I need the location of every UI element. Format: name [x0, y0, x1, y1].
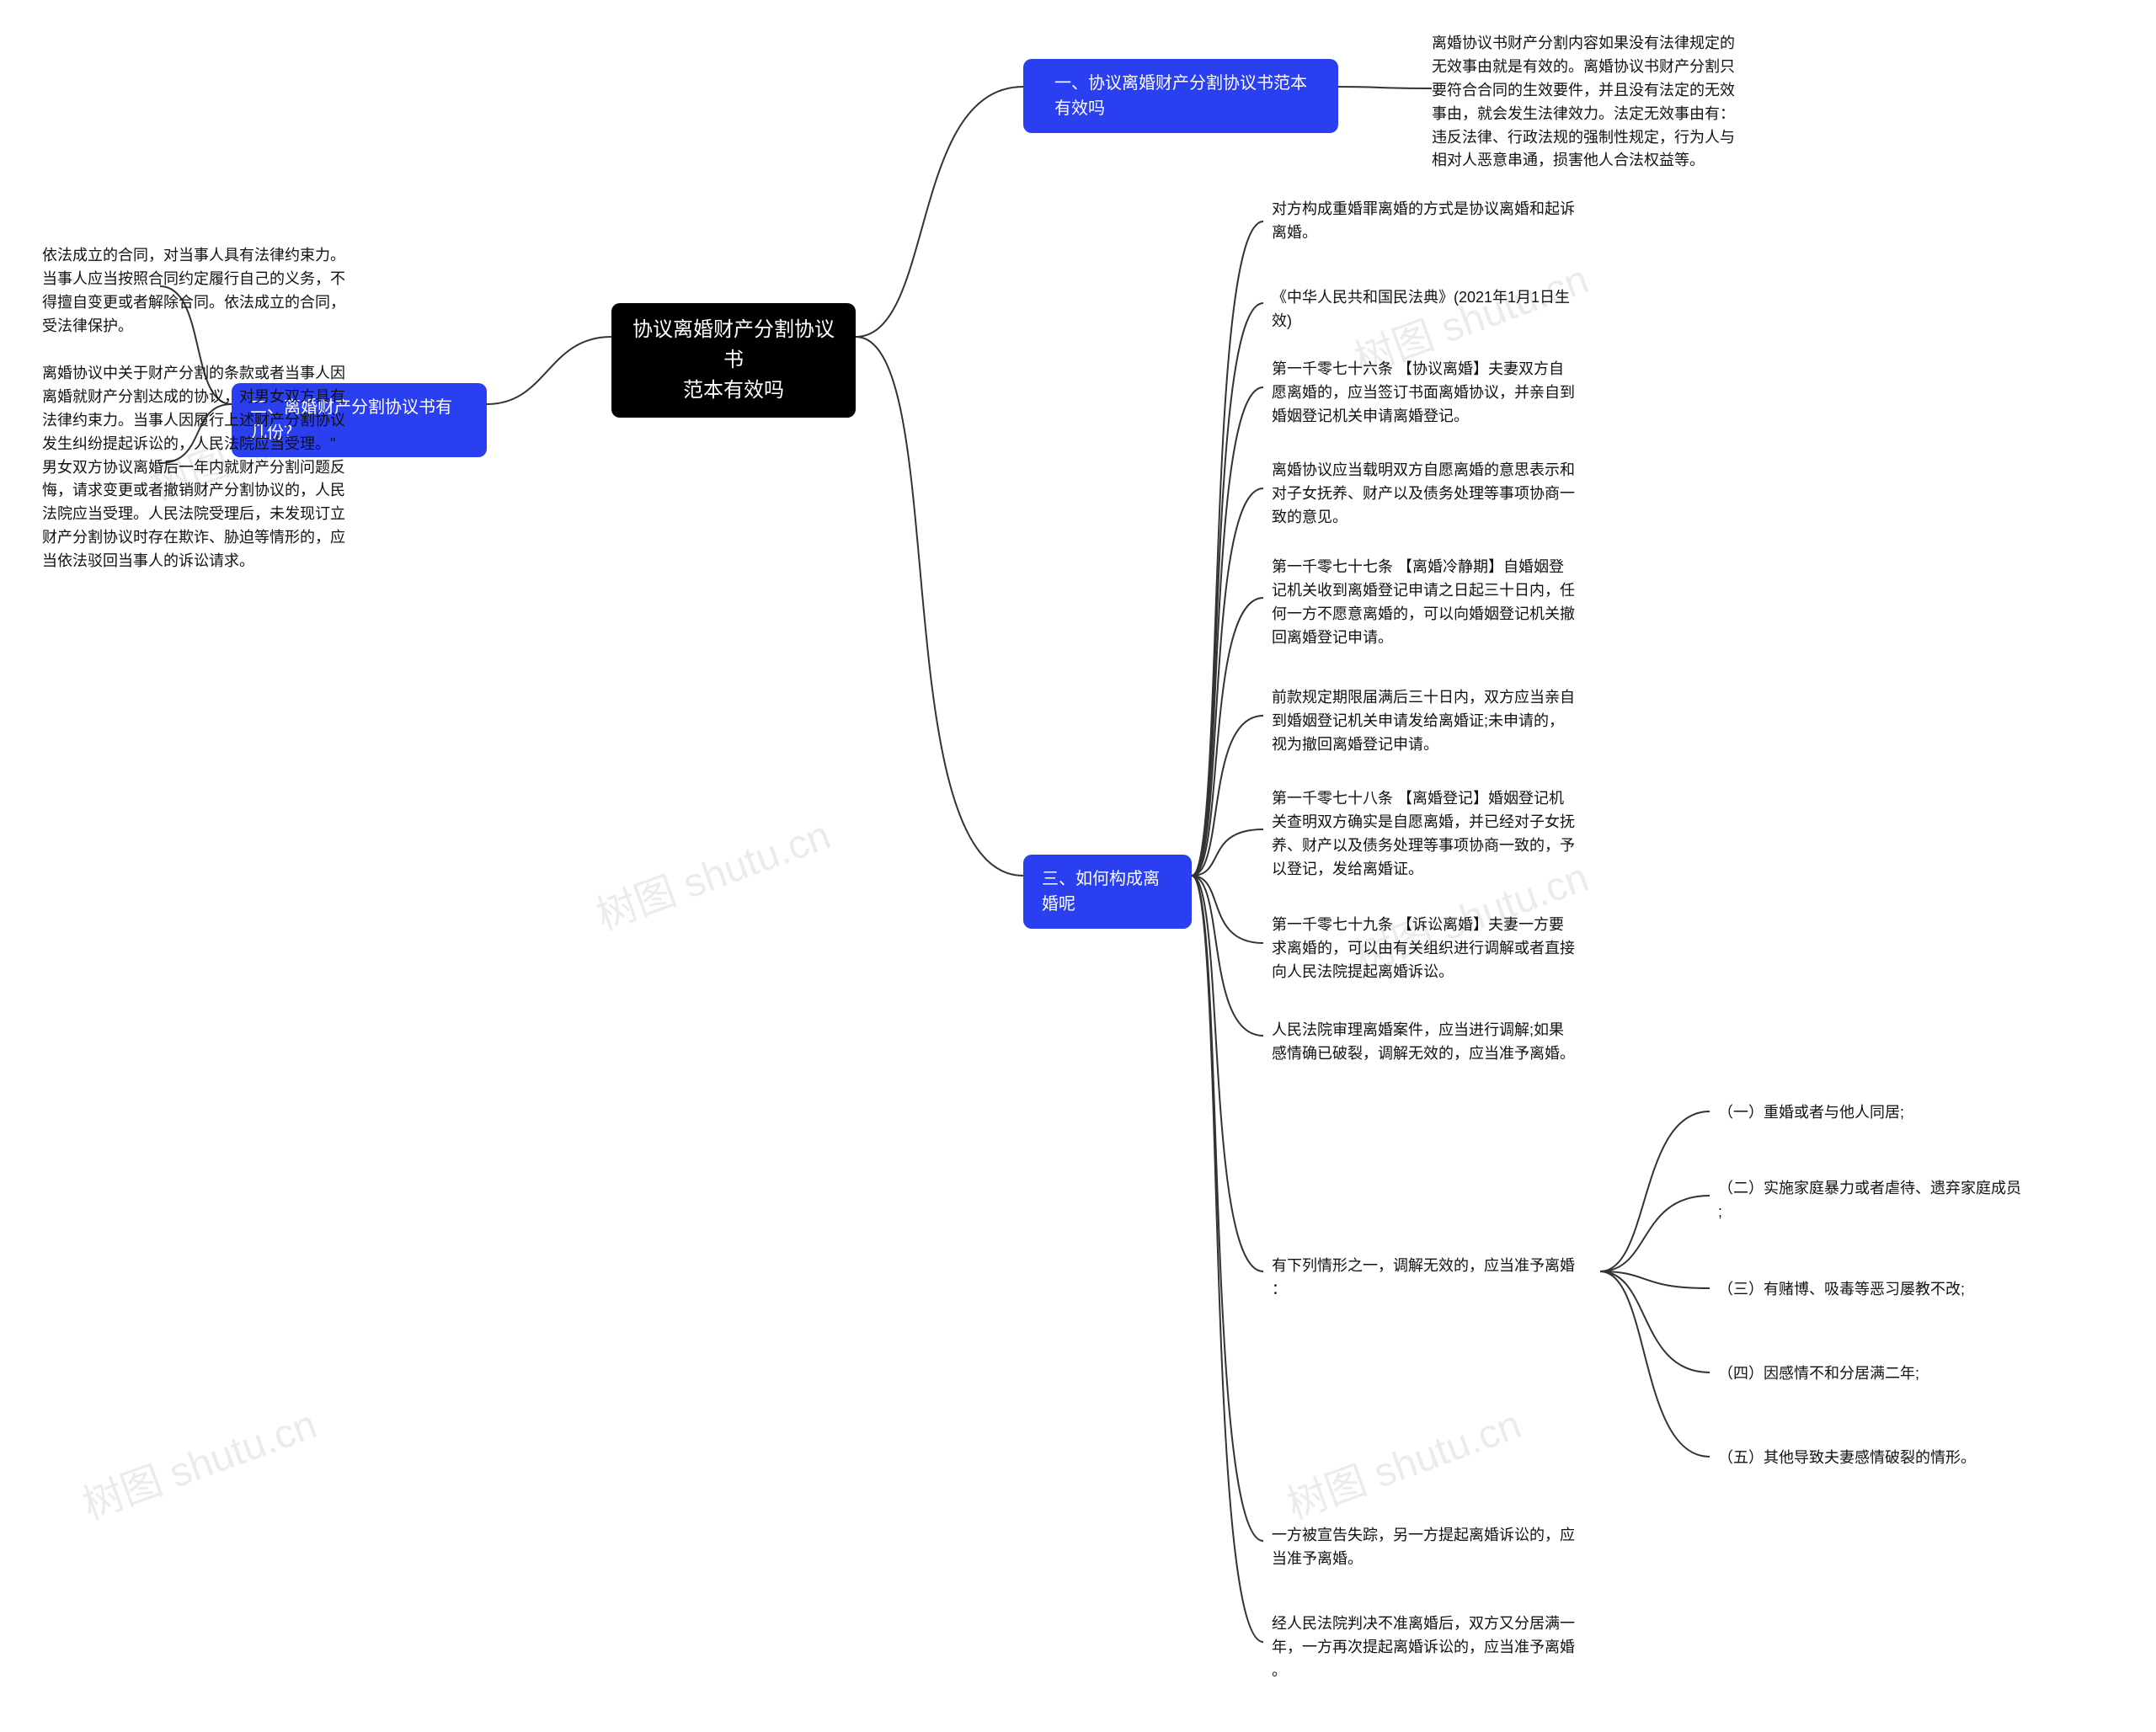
branch-3-leaf-10-sub-2: （二）实施家庭暴力或者虐待、遗弃家庭成员 ; — [1718, 1177, 2063, 1224]
branch-3-leaf-10-sub-4: （四）因感情不和分居满二年; — [1718, 1362, 2063, 1386]
branch-3-leaf-5: 第一千零七十七条 【离婚冷静期】自婚姻登 记机关收到离婚登记申请之日起三十日内，… — [1272, 556, 1617, 650]
branch-3-leaf-9: 人民法院审理离婚案件，应当进行调解;如果 感情确已破裂，调解无效的，应当准予离婚… — [1272, 1019, 1617, 1066]
branch-3-leaf-12: 经人民法院判决不准离婚后，双方又分居满一 年，一方再次提起离婚诉讼的，应当准予离… — [1272, 1612, 1617, 1683]
branch-3-leaf-11: 一方被宣告失踪，另一方提起离婚诉讼的，应 当准予离婚。 — [1272, 1524, 1617, 1571]
branch-3-leaf-4: 离婚协议应当载明双方自愿离婚的意思表示和 对子女抚养、财产以及债务处理等事项协商… — [1272, 459, 1617, 530]
watermark: 树图 shutu.cn — [1278, 1391, 1528, 1530]
branch-3-leaf-7: 第一千零七十八条 【离婚登记】婚姻登记机 关查明双方确实是自愿离婚，并已经对子女… — [1272, 787, 1617, 882]
branch-3-leaf-10-sub-1: （一）重婚或者与他人同居; — [1718, 1101, 2063, 1125]
branch-3-leaf-10-sub-3: （三）有赌博、吸毒等恶习屡教不改; — [1718, 1278, 2063, 1302]
branch-2-leaf-2: 离婚协议中关于财产分割的条款或者当事人因 离婚就财产分割达成的协议，对男女双方具… — [42, 362, 396, 573]
branch-3-leaf-2: 《中华人民共和国民法典》(2021年1月1日生 效) — [1272, 286, 1617, 333]
branch-3-leaf-3: 第一千零七十六条 【协议离婚】夫妻双方自 愿离婚的，应当签订书面离婚协议，并亲自… — [1272, 358, 1617, 429]
branch-3-leaf-10-sub-5: （五）其他导致夫妻感情破裂的情形。 — [1718, 1447, 2063, 1470]
branch-3-leaf-6: 前款规定期限届满后三十日内，双方应当亲自 到婚姻登记机关申请发给离婚证;未申请的… — [1272, 686, 1617, 757]
branch-2-leaf-1: 依法成立的合同，对当事人具有法律约束力。 当事人应当按照合同约定履行自己的义务，… — [42, 244, 396, 338]
root-node: 协议离婚财产分割协议书 范本有效吗 — [611, 303, 856, 418]
branch-3-leaf-10-label: 有下列情形之一，调解无效的，应当准予离婚 ： — [1272, 1255, 1600, 1302]
branch-3-leaf-8: 第一千零七十九条 【诉讼离婚】夫妻一方要 求离婚的，可以由有关组织进行调解或者直… — [1272, 914, 1617, 984]
branch-3: 三、如何构成离婚呢 — [1023, 855, 1192, 929]
branch-1: 一、协议离婚财产分割协议书范本 有效吗 — [1023, 59, 1338, 133]
watermark: 树图 shutu.cn — [73, 1391, 323, 1530]
branch-3-leaf-1: 对方构成重婚罪离婚的方式是协议离婚和起诉 离婚。 — [1272, 198, 1617, 245]
watermark: 树图 shutu.cn — [587, 802, 837, 941]
branch-1-leaf: 离婚协议书财产分割内容如果没有法律规定的 无效事由就是有效的。离婚协议书财产分割… — [1432, 32, 1785, 173]
